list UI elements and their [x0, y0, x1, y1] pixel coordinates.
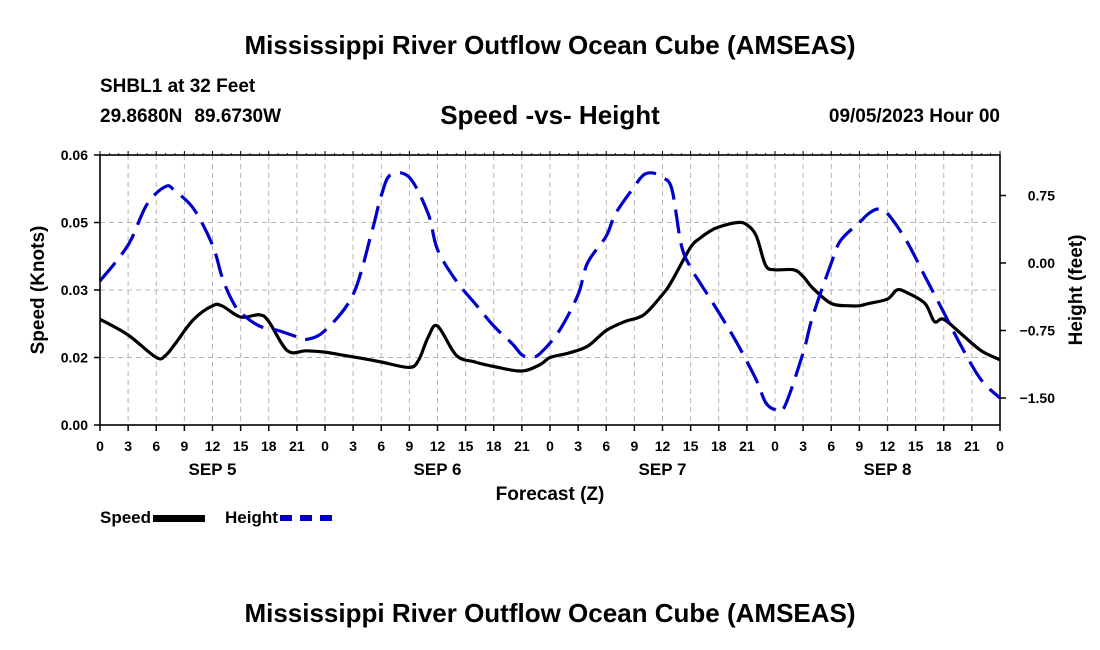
- station-longitude: 89.6730W: [194, 106, 282, 127]
- x-tick-label: 21: [289, 438, 305, 454]
- x-tick-label: 6: [602, 438, 610, 454]
- x-tick-label: 0: [321, 438, 329, 454]
- station-label: SHBL1 at 32 Feet: [100, 76, 256, 97]
- chart-title: Mississippi River Outflow Ocean Cube (AM…: [244, 30, 856, 60]
- series-line-speed: [99, 220, 1001, 373]
- y2-tick-label: −0.75: [1020, 323, 1056, 339]
- y2-tick-label: 0.00: [1028, 255, 1055, 271]
- x-tick-label: 0: [96, 438, 104, 454]
- y2-axis-title: Height (feet): [1066, 235, 1087, 346]
- y-tick-label: 0.06: [61, 147, 88, 163]
- footer-title: Mississippi River Outflow Ocean Cube (AM…: [244, 598, 856, 628]
- x-tick-label: 0: [771, 438, 779, 454]
- x-tick-label: 12: [205, 438, 221, 454]
- y-tick-label: 0.03: [61, 282, 88, 298]
- legend-item-height: Height: [225, 508, 332, 528]
- x-tick-label: 9: [180, 438, 188, 454]
- day-label: SEP 6: [414, 460, 462, 479]
- legend-speed-label: Speed: [100, 508, 152, 527]
- x-tick-label: 6: [152, 438, 160, 454]
- x-tick-label: 3: [349, 438, 357, 454]
- legend-item-speed: Speed: [100, 508, 206, 528]
- series-line-height: [98, 171, 1002, 414]
- x-tick-label: 21: [739, 438, 755, 454]
- x-tick-label: 21: [964, 438, 980, 454]
- station-coordinates: 29.8680N 89.6730W: [100, 106, 281, 128]
- plot-frame: [99, 154, 1001, 426]
- x-tick-label: 15: [233, 438, 249, 454]
- y2-tick-label: −1.50: [1020, 390, 1056, 406]
- legend-speed-swatch: [153, 514, 206, 522]
- forecast-datetime: 09/05/2023 Hour 00: [828, 106, 1000, 127]
- x-axis-title: Forecast (Z): [496, 484, 605, 505]
- x-tick-label: 3: [124, 438, 132, 454]
- x-tick-label: 15: [458, 438, 474, 454]
- day-label: SEP 7: [639, 460, 687, 479]
- x-tick-label: 9: [405, 438, 413, 454]
- x-tick-label: 12: [655, 438, 671, 454]
- x-tick-label: 12: [430, 438, 446, 454]
- y2-tick-label: 0.75: [1028, 188, 1055, 204]
- day-label: SEP 5: [189, 460, 237, 479]
- x-tick-label: 21: [514, 438, 530, 454]
- x-tick-label: 3: [574, 438, 582, 454]
- station-latitude: 29.8680N: [100, 106, 183, 127]
- x-tick-label: 0: [996, 438, 1004, 454]
- x-tick-label: 0: [546, 438, 554, 454]
- x-tick-label: 15: [908, 438, 924, 454]
- chart-subtitle: Speed -vs- Height: [440, 100, 660, 130]
- legend-height-swatch: [279, 515, 332, 521]
- day-label: SEP 8: [864, 460, 912, 479]
- x-tick-label: 12: [880, 438, 896, 454]
- legend-height-label: Height: [225, 508, 278, 527]
- x-tick-label: 18: [261, 438, 277, 454]
- y-tick-label: 0.00: [61, 417, 88, 433]
- x-tick-label: 15: [683, 438, 699, 454]
- chart-legend: Speed Height: [100, 508, 332, 528]
- x-tick-label: 3: [799, 438, 807, 454]
- x-tick-label: 9: [630, 438, 638, 454]
- x-tick-label: 6: [827, 438, 835, 454]
- y-axis-title: Speed (Knots): [28, 226, 49, 355]
- x-tick-label: 6: [377, 438, 385, 454]
- y-tick-label: 0.05: [61, 215, 88, 231]
- x-tick-label: 18: [936, 438, 952, 454]
- x-tick-label: 18: [711, 438, 727, 454]
- y-tick-label: 0.02: [61, 350, 88, 366]
- x-tick-label: 18: [486, 438, 502, 454]
- x-tick-label: 9: [855, 438, 863, 454]
